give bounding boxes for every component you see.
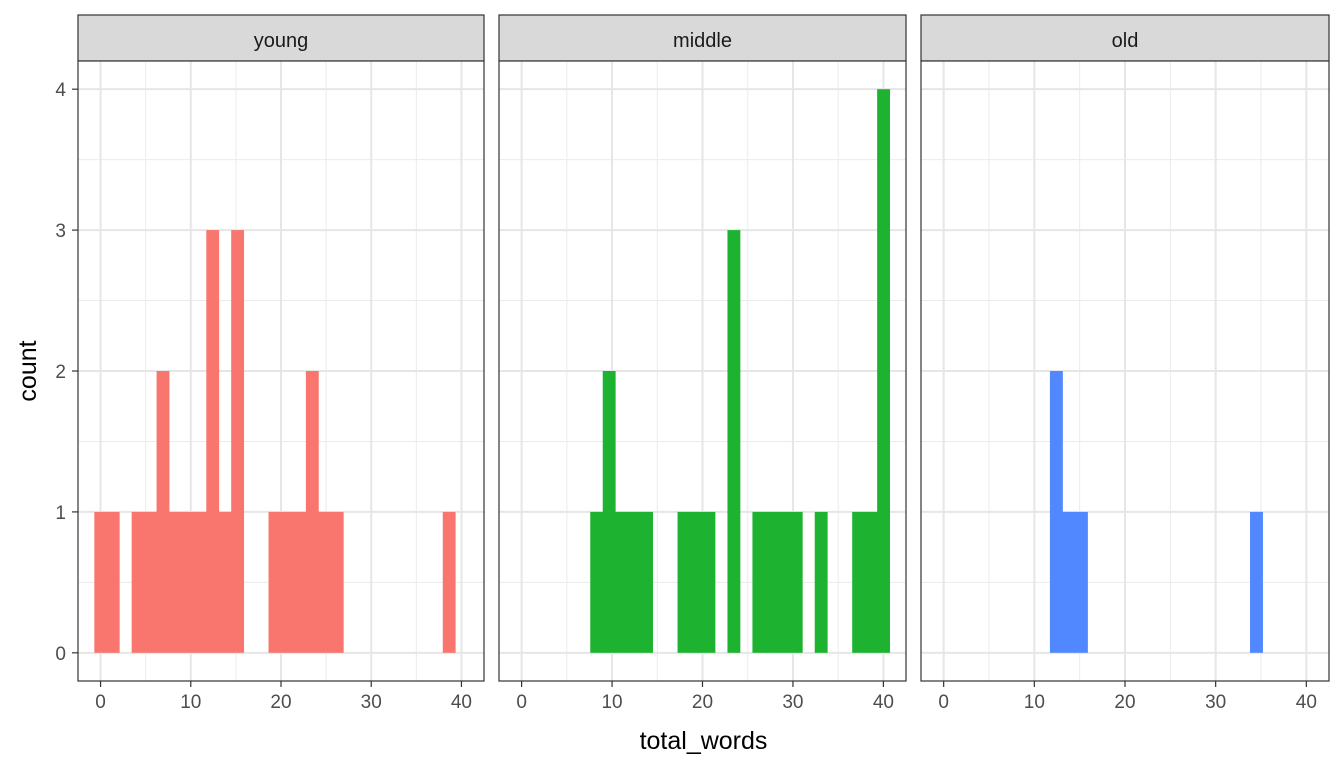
x-axis-title: total_words	[640, 727, 768, 755]
histogram-bar	[231, 230, 245, 653]
histogram-bar	[615, 511, 629, 653]
facet-strip-label: old	[1112, 30, 1139, 52]
x-tick-label: 10	[1024, 692, 1045, 713]
histogram-bar	[1074, 511, 1088, 653]
histogram-bar	[218, 511, 232, 653]
histogram-bar	[193, 511, 207, 653]
histogram-bar	[640, 511, 653, 653]
y-tick-label: 1	[55, 503, 66, 524]
facet-panel-old: old 0 10 20 30 40	[920, 14, 1330, 713]
y-tick-label: 0	[55, 644, 66, 665]
histogram-bar	[106, 511, 120, 653]
histogram-bar	[181, 511, 195, 653]
x-tick-label: 20	[270, 692, 291, 713]
histogram-bar	[702, 511, 716, 653]
histogram-bar	[789, 511, 803, 653]
histogram-bar	[864, 511, 878, 653]
histogram-bar	[305, 371, 319, 653]
histogram-bar	[131, 511, 145, 653]
histogram-bar	[318, 511, 332, 653]
histogram-bar	[602, 371, 616, 653]
y-tick-label: 3	[55, 221, 66, 242]
x-tick-label: 10	[180, 692, 201, 713]
histogram-bar	[144, 511, 157, 653]
x-tick-label: 20	[692, 692, 713, 713]
histogram-bar	[677, 511, 691, 653]
x-tick-label: 10	[601, 692, 622, 713]
x-tick-label: 40	[1296, 692, 1317, 713]
histogram-bar	[94, 511, 108, 653]
facet-panel-young: young 0 10 20 30 40 0 1 2 3 4	[55, 14, 485, 713]
x-tick-label: 0	[938, 692, 949, 713]
y-axis-title: count	[14, 340, 42, 401]
histogram-bar	[293, 511, 307, 653]
x-tick-label: 30	[782, 692, 803, 713]
histogram-bar	[169, 511, 182, 653]
histogram-bar	[777, 511, 791, 653]
histogram-bar	[1049, 371, 1063, 653]
facet-panel-middle: middle 0 10 20 30 40	[498, 14, 907, 713]
histogram-bar	[814, 511, 828, 653]
x-tick-label: 20	[1114, 692, 1135, 713]
histogram-bar	[752, 511, 766, 653]
histogram-bar	[852, 511, 866, 653]
x-tick-label: 30	[361, 692, 382, 713]
facet-strip	[77, 14, 485, 62]
histogram-bar	[1250, 511, 1263, 653]
histogram-bar	[268, 511, 282, 653]
histogram-bar	[1062, 511, 1076, 653]
histogram-bar	[330, 511, 344, 653]
histogram-bar	[206, 230, 220, 653]
histogram-bar	[690, 511, 703, 653]
histogram-bar	[281, 511, 294, 653]
histogram-bar	[764, 511, 778, 653]
histogram-bar	[877, 89, 891, 653]
x-tick-label: 0	[516, 692, 527, 713]
histogram-bar	[727, 230, 741, 653]
histogram-bar	[590, 511, 604, 653]
y-tick-label: 2	[55, 362, 66, 383]
facet-strip-label: middle	[673, 30, 732, 52]
histogram-bar	[442, 511, 456, 653]
x-tick-label: 40	[873, 692, 894, 713]
x-tick-label: 30	[1205, 692, 1226, 713]
y-tick-label: 4	[55, 80, 66, 101]
x-tick-label: 0	[95, 692, 106, 713]
histogram-bar	[627, 511, 641, 653]
facet-strip-label: young	[254, 30, 309, 52]
x-tick-label: 40	[451, 692, 472, 713]
histogram-bar	[156, 371, 170, 653]
